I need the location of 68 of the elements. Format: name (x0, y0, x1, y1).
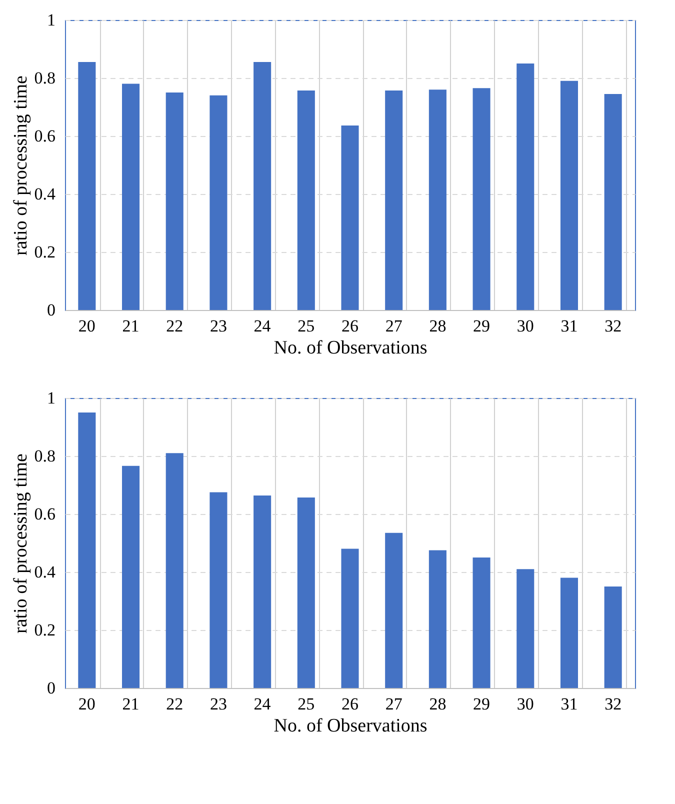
x-axis-title: No. of Observations (274, 338, 428, 358)
x-axis-title: No. of Observations (274, 716, 428, 736)
y-axis-title: ratio of processing time (10, 76, 32, 256)
y-tick-label: 0.2 (34, 242, 56, 262)
y-tick-label: 0 (47, 678, 56, 698)
bar (78, 412, 96, 688)
bar (78, 62, 96, 310)
bar (210, 492, 228, 688)
x-tick-label: 20 (78, 694, 96, 714)
bar (472, 88, 490, 310)
x-tick-label: 24 (254, 694, 272, 714)
x-tick-label: 30 (516, 316, 534, 336)
bar (254, 62, 272, 310)
x-tick-label: 27 (385, 694, 403, 714)
bar (560, 80, 578, 310)
y-tick-label: 0.2 (34, 620, 56, 640)
bar (516, 64, 534, 310)
bar (341, 126, 359, 310)
bar (516, 569, 534, 688)
y-tick-label: 1 (47, 10, 56, 30)
x-tick-label: 32 (604, 316, 622, 336)
x-tick-label: 31 (560, 316, 578, 336)
x-tick-label: 22 (166, 316, 184, 336)
y-tick-label: 0.6 (34, 504, 56, 524)
x-tick-label: 25 (298, 316, 315, 336)
bar (297, 497, 315, 688)
y-tick-label: 0.4 (34, 184, 56, 204)
x-tick-label: 23 (210, 694, 227, 714)
y-tick-label: 0 (47, 300, 56, 320)
bar (122, 466, 140, 688)
bar (385, 532, 403, 688)
x-tick-label: 24 (254, 316, 272, 336)
bar (385, 90, 403, 310)
x-tick-label: 32 (604, 694, 622, 714)
bar (210, 95, 228, 310)
x-tick-label: 28 (429, 694, 446, 714)
x-tick-label: 28 (429, 316, 446, 336)
x-tick-label: 26 (342, 694, 358, 714)
bar (254, 495, 272, 688)
x-tick-label: 30 (516, 694, 534, 714)
bar (341, 548, 359, 688)
x-tick-label: 29 (473, 694, 490, 714)
y-tick-label: 0.6 (34, 126, 56, 146)
bar (122, 84, 140, 310)
bar (604, 94, 622, 310)
x-tick-label: 31 (560, 694, 578, 714)
x-tick-label: 27 (385, 316, 403, 336)
bar (428, 550, 446, 688)
bar (472, 558, 490, 688)
x-tick-label: 21 (122, 316, 140, 336)
y-tick-label: 0.8 (34, 68, 56, 88)
y-axis-title: ratio of processing time (10, 454, 32, 634)
bar (604, 586, 622, 688)
y-tick-label: 0.8 (34, 446, 56, 466)
x-tick-label: 21 (122, 694, 140, 714)
x-tick-label: 20 (78, 316, 96, 336)
x-tick-label: 23 (210, 316, 227, 336)
x-tick-label: 29 (473, 316, 490, 336)
bar (166, 453, 184, 688)
bar (560, 578, 578, 688)
bar (297, 90, 315, 310)
x-tick-label: 25 (298, 694, 315, 714)
x-tick-label: 26 (342, 316, 358, 336)
bar (166, 92, 184, 310)
y-tick-label: 0.4 (34, 562, 56, 582)
y-tick-label: 1 (47, 388, 56, 408)
x-tick-label: 22 (166, 694, 184, 714)
bar (428, 90, 446, 310)
